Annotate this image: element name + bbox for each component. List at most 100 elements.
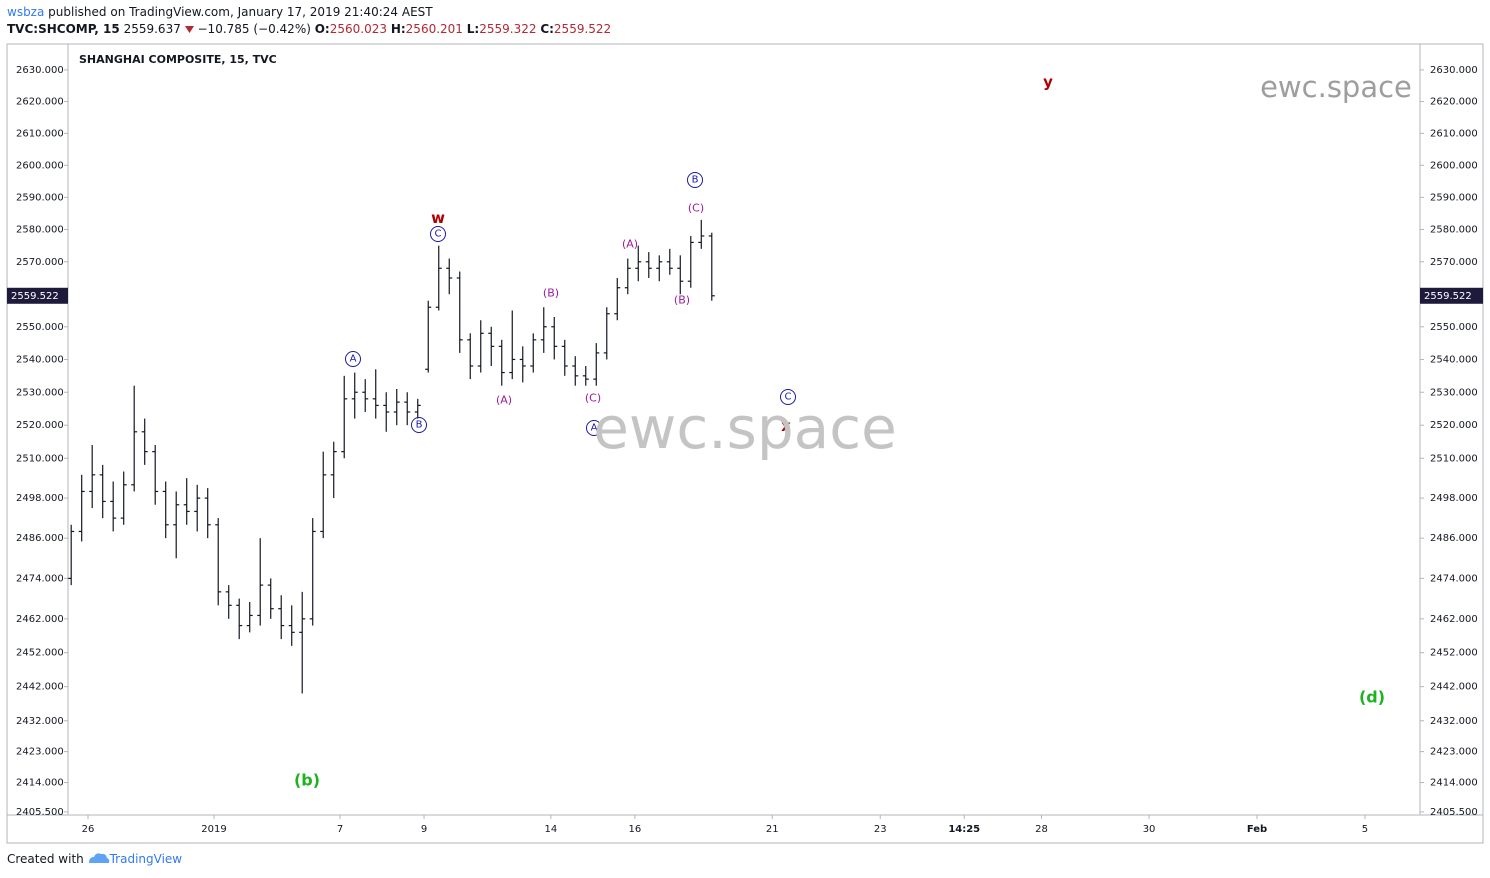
y-tick-label-right: 2590.000 xyxy=(1430,192,1478,203)
wave-label: B xyxy=(416,420,423,431)
ohlc-bar xyxy=(509,310,516,380)
wave-label: (B) xyxy=(674,294,690,307)
y-tick-label: 2423.000 xyxy=(16,747,64,758)
y-tick-label: 2610.000 xyxy=(16,128,64,139)
last-price-tag: 2559.522 xyxy=(11,291,59,302)
wave-label: (C) xyxy=(688,202,704,215)
y-tick-label-right: 2540.000 xyxy=(1430,354,1478,365)
y-tick-label: 2405.500 xyxy=(16,807,64,818)
ohlc-label: H: xyxy=(390,22,406,36)
ohlc-bar xyxy=(425,300,432,373)
y-tick-label: 2570.000 xyxy=(16,257,64,268)
x-tick-label: 16 xyxy=(629,824,642,835)
y-tick-label-right: 2520.000 xyxy=(1430,420,1478,431)
wave-label: (A) xyxy=(496,394,512,407)
symbol: TVC:SHCOMP, 15 xyxy=(7,22,120,36)
x-tick-label: 21 xyxy=(766,824,779,835)
x-tick-label: Feb xyxy=(1247,824,1267,835)
ohlc-bar xyxy=(530,333,537,373)
ohlc: O:2560.023 H:2560.201 L:2559.322 C:2559.… xyxy=(315,22,611,36)
x-tick-label: 28 xyxy=(1035,824,1048,835)
wave-label: x xyxy=(781,417,791,435)
change: −10.785 (−0.42%) xyxy=(197,22,311,36)
last-price-tag-right-box xyxy=(1420,287,1483,304)
y-tick-label-right: 2620.000 xyxy=(1430,97,1478,108)
ohlc-bar xyxy=(414,398,421,419)
y-tick-label: 2442.000 xyxy=(16,682,64,693)
ohlc-label: O: xyxy=(314,22,330,36)
ohlc-bar xyxy=(446,258,453,295)
y-tick-label: 2630.000 xyxy=(16,65,64,76)
ohlc-bar xyxy=(99,464,106,519)
wave-label: C xyxy=(785,392,792,403)
ohlc-bar xyxy=(257,538,264,626)
y-tick-label-right: 2600.000 xyxy=(1430,160,1478,171)
y-tick-label: 2510.000 xyxy=(16,453,64,464)
wave-circle xyxy=(430,226,446,242)
ohlc-bar xyxy=(278,595,285,640)
ohlc-bar xyxy=(89,445,96,509)
ohlc-bar xyxy=(351,372,358,419)
chart-title: SHANGHAI COMPOSITE, 15, TVC xyxy=(79,53,277,66)
wave-label: (C) xyxy=(585,392,601,405)
ohlc-bar xyxy=(173,491,180,559)
wave-circle xyxy=(411,417,427,433)
ohlc-label: L: xyxy=(466,22,480,36)
y-tick-label-right: 2462.000 xyxy=(1430,614,1478,625)
ohlc-bar xyxy=(320,451,327,539)
ohlc-bar xyxy=(467,333,474,380)
ohlc-bar xyxy=(225,585,232,619)
y-tick-label-right: 2486.000 xyxy=(1430,533,1478,544)
brand[interactable]: TradingView xyxy=(109,852,183,866)
ohlc-bar xyxy=(372,369,379,419)
wave-label: B xyxy=(692,175,699,186)
ohlc-bar xyxy=(404,392,411,426)
y-tick-label-right: 2570.000 xyxy=(1430,257,1478,268)
x-tick-label: 14:25 xyxy=(948,824,980,835)
y-tick-label-right: 2442.000 xyxy=(1430,682,1478,693)
ohlc-bar xyxy=(362,379,369,412)
author[interactable]: wsbza xyxy=(7,5,45,19)
y-tick-label: 2620.000 xyxy=(16,97,64,108)
ohlc-bar xyxy=(666,248,673,275)
ohlc-bar xyxy=(635,245,642,282)
ohlc-bar xyxy=(393,388,400,426)
ohlc-label: C: xyxy=(540,22,554,36)
y-tick-label: 2474.000 xyxy=(16,573,64,584)
y-tick-label-right: 2452.000 xyxy=(1430,648,1478,659)
ohlc-value: 2560.201 xyxy=(405,22,463,36)
wave-label: (d) xyxy=(1359,688,1385,707)
footer: Created with TradingView xyxy=(7,852,182,866)
ohlc-value: 2559.522 xyxy=(553,22,612,36)
x-tick-label: 14 xyxy=(545,824,558,835)
ohlc-bar xyxy=(540,307,547,353)
ohlc-bar xyxy=(162,481,169,539)
wave-label: ewc.space xyxy=(1260,70,1412,104)
y-tick-label-right: 2498.000 xyxy=(1430,493,1478,504)
y-tick-label: 2530.000 xyxy=(16,387,64,398)
ohlc-bar xyxy=(645,252,652,278)
wave-circle xyxy=(586,420,602,436)
y-tick-label: 2462.000 xyxy=(16,614,64,625)
y-tick-label-right: 2550.000 xyxy=(1430,322,1478,333)
ohlc-bar xyxy=(131,385,138,492)
ohlc-bar xyxy=(624,258,631,295)
x-tick-label: 5 xyxy=(1362,824,1368,835)
ohlc-bar xyxy=(435,245,442,311)
wave-label: (B) xyxy=(543,287,559,300)
y-tick-label: 2414.000 xyxy=(16,778,64,789)
ohlc-bar xyxy=(288,605,295,646)
y-tick-label: 2540.000 xyxy=(16,354,64,365)
down-arrow xyxy=(184,26,194,33)
ohlc-bar xyxy=(519,346,526,383)
ohlc-bar xyxy=(582,365,589,386)
last-price-tag-right: 2559.522 xyxy=(1424,291,1472,302)
wave-circle xyxy=(687,172,703,188)
ohlc-bar xyxy=(687,235,694,288)
published: published on TradingView.com, January 17… xyxy=(48,5,433,19)
ohlc-bar xyxy=(677,255,684,295)
ohlc-value: 2559.322 xyxy=(479,22,537,36)
wave-label: (A) xyxy=(622,238,638,251)
